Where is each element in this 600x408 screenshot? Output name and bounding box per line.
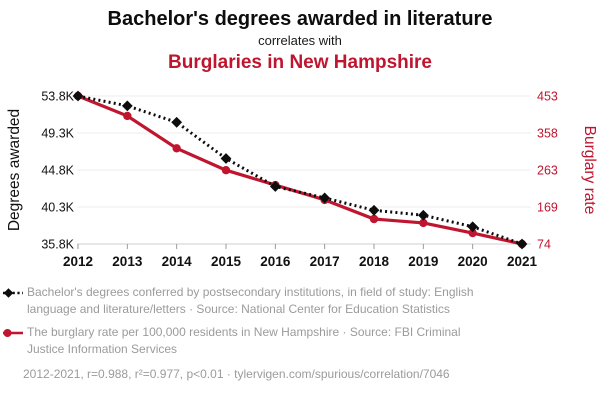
legend-text-degrees: Bachelor's degrees conferred by postseco… [27,285,474,316]
main-title: Bachelor's degrees awarded in literature [107,8,493,30]
svg-text:Degrees awarded: Degrees awarded [6,109,23,231]
svg-text:Burglary rate: Burglary rate [581,126,598,215]
svg-text:2020: 2020 [458,254,488,269]
chart-header: Bachelor's degrees awarded in literature… [0,0,600,74]
footer-stats: 2012-2021, r=0.988, r²=0.977, p<0.01 · t… [23,367,450,381]
svg-text:2012: 2012 [63,254,93,269]
secondary-title: Burglaries in New Hampshire [168,52,432,73]
legend-item-degrees: Bachelor's degrees conferred by postseco… [3,284,597,317]
svg-text:2015: 2015 [211,254,242,269]
svg-text:2014: 2014 [162,254,193,269]
black-dotted-series-marker-icon [3,287,23,298]
svg-text:2019: 2019 [408,254,438,269]
svg-text:35.8K: 35.8K [41,238,74,252]
svg-text:49.3K: 49.3K [41,127,74,141]
legend-text-burglary: The burglary rate per 100,000 residents … [27,325,461,356]
svg-text:2017: 2017 [310,254,340,269]
svg-text:453: 453 [537,90,558,104]
svg-text:40.3K: 40.3K [41,201,74,215]
legend: Bachelor's degrees conferred by postseco… [3,284,597,383]
svg-text:74: 74 [537,238,551,252]
svg-text:53.8K: 53.8K [41,90,74,104]
svg-text:169: 169 [537,201,558,215]
svg-text:44.8K: 44.8K [41,164,74,178]
legend-item-burglary: The burglary rate per 100,000 residents … [3,324,597,357]
svg-text:2016: 2016 [260,254,291,269]
svg-text:2013: 2013 [112,254,143,269]
chart-plot: 53.8K 453 49.3K 358 44.8K 263 40.3K 169 35.8K 74 2… [6,90,598,270]
svg-text:358: 358 [537,127,558,141]
svg-text:263: 263 [537,164,558,178]
svg-text:2018: 2018 [359,254,390,269]
svg-text:2021: 2021 [507,254,538,269]
correlates-with-label: correlates with [258,33,342,48]
red-solid-series-marker-icon [3,328,23,337]
